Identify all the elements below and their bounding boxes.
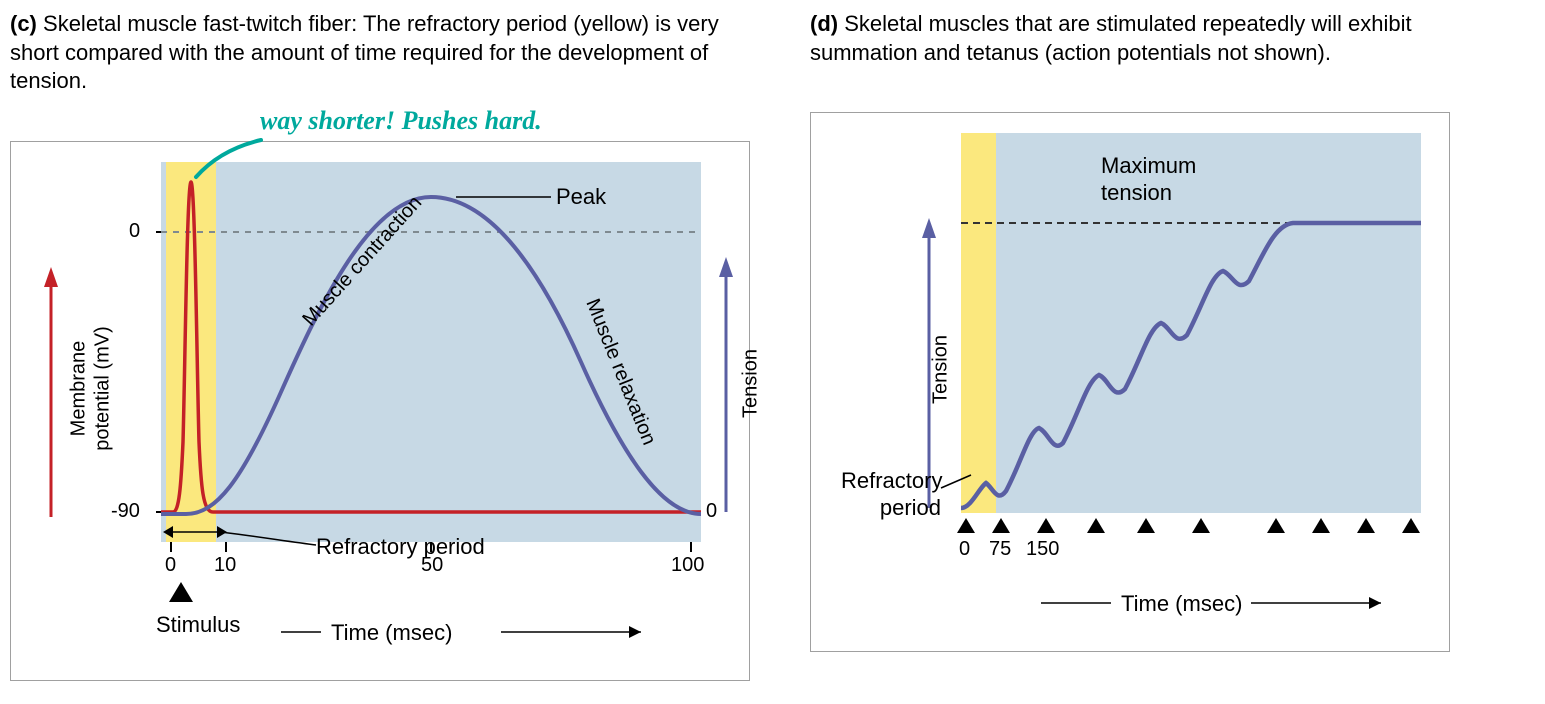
right-zero: 0 xyxy=(706,500,717,523)
membrane-axis-arrow xyxy=(44,267,58,287)
tension-axis-arrow-c xyxy=(719,257,733,277)
ytick-neg90: -90 xyxy=(111,500,140,523)
xtick-d-0: 0 xyxy=(959,538,970,561)
chart-c-svg: Muscle contraction Muscle relaxation xyxy=(11,142,751,682)
tension-axis-arrow-d xyxy=(922,218,936,238)
hand-note-pointer xyxy=(196,140,261,177)
time-label-d: Time (msec) xyxy=(1121,591,1242,617)
hand-note: way shorter! Pushes hard. xyxy=(260,106,542,136)
xtick-d-75: 75 xyxy=(989,538,1011,561)
panel-c: (c) Skeletal muscle fast-twitch fiber: T… xyxy=(10,10,750,681)
xtick-100: 100 xyxy=(671,554,704,577)
chart-c-frame: Muscle contraction Muscle relaxation 0 -… xyxy=(10,141,750,681)
chart-d-frame: Tension Maximumtension Refractoryperiod … xyxy=(810,112,1450,652)
caption-c: (c) Skeletal muscle fast-twitch fiber: T… xyxy=(10,10,750,96)
tension-label-d: Tension xyxy=(930,310,953,430)
membrane-label-bottom: potential (mV) xyxy=(92,308,115,468)
membrane-label-top: Membrane xyxy=(68,308,91,468)
caption-c-text: Skeletal muscle fast-twitch fiber: The r… xyxy=(10,11,719,93)
ytick-0: 0 xyxy=(129,220,140,243)
refractory-label-c: Refractory period xyxy=(316,534,485,560)
xtick-10: 10 xyxy=(214,554,236,577)
muscle-relaxation-label: Muscle relaxation xyxy=(581,295,660,448)
panel-d: (d) Skeletal muscles that are stimulated… xyxy=(810,10,1450,681)
max-tension-label: Maximumtension xyxy=(1101,153,1196,206)
tension-curve-d xyxy=(961,223,1421,508)
tension-label-c: Tension xyxy=(740,323,763,443)
xtick-d-150: 150 xyxy=(1026,538,1059,561)
spacer-d xyxy=(810,77,1450,112)
time-label-c: Time (msec) xyxy=(331,620,452,646)
hand-note-row: way shorter! Pushes hard. xyxy=(10,106,750,141)
caption-d-text: Skeletal muscles that are stimulated rep… xyxy=(810,11,1412,65)
stimulus-marker-c xyxy=(169,582,193,602)
muscle-contraction-label: Muscle contraction xyxy=(298,191,426,330)
caption-d: (d) Skeletal muscles that are stimulated… xyxy=(810,10,1450,67)
tag-c: (c) xyxy=(10,11,37,36)
peak-label: Peak xyxy=(556,184,606,210)
tag-d: (d) xyxy=(810,11,838,36)
refractory-label-d: Refractoryperiod xyxy=(841,468,941,521)
stimulus-label: Stimulus xyxy=(156,612,240,638)
xtick-0: 0 xyxy=(165,554,176,577)
